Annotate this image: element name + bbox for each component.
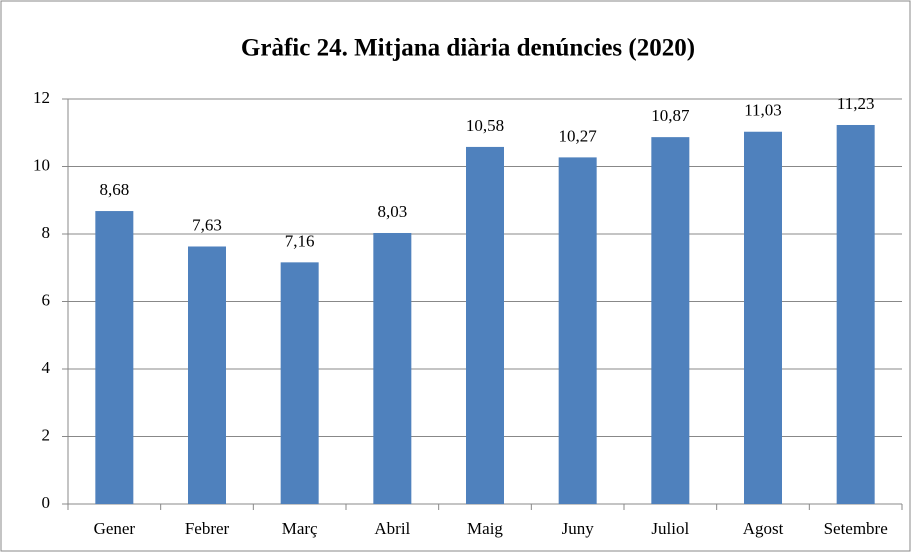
data-label: 8,03 [377,202,407,221]
x-tick-label: Maig [467,519,503,538]
x-tick-label: Gener [94,519,136,538]
bar [188,246,226,505]
y-tick-label: 12 [33,88,50,107]
bar [836,124,875,505]
x-tick-label: Març [282,519,318,538]
data-label: 8,68 [99,180,129,199]
data-label: 10,58 [466,116,504,135]
bar [744,131,782,505]
bar [558,157,597,504]
bar [280,262,319,504]
y-tick-label: 0 [42,493,51,512]
y-tick-label: 10 [33,155,50,174]
data-label: 11,23 [837,94,875,113]
chart-title: Gràfic 24. Mitjana diària denúncies (202… [241,35,695,62]
x-tick-label: Febrer [185,519,230,538]
x-tick-label: Juliol [651,519,689,538]
data-label: 11,03 [744,101,782,120]
y-tick-label: 8 [42,223,51,242]
x-tick-label: Setembre [824,519,888,538]
data-label: 10,87 [651,106,690,125]
bar [651,137,690,504]
x-tick-label: Abril [374,519,410,538]
data-label: 7,63 [192,215,222,234]
data-label: 7,16 [285,231,315,250]
bar [95,211,134,505]
data-label: 10,27 [559,126,598,145]
x-tick-label: Juny [562,519,595,538]
bar [373,232,412,505]
y-tick-label: 2 [42,425,51,444]
y-tick-label: 6 [42,290,51,309]
y-tick-label: 4 [42,358,51,377]
bar [466,146,504,505]
x-tick-label: Agost [743,519,784,538]
